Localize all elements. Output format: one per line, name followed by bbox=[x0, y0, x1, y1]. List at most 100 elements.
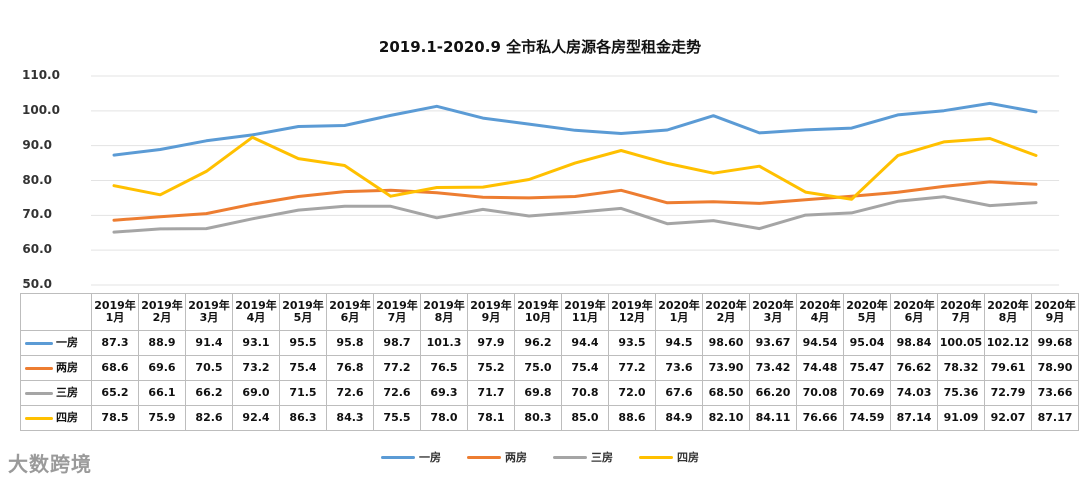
data-value-cell: 73.42 bbox=[749, 355, 797, 381]
data-value-cell: 72.6 bbox=[326, 380, 374, 406]
data-value-cell: 82.6 bbox=[185, 405, 233, 431]
data-value-cell: 73.2 bbox=[232, 355, 280, 381]
legend: 一房 两房 三房 四房 bbox=[0, 449, 1080, 465]
series-name: 三房 bbox=[56, 386, 78, 399]
x-tick-year: 2019年 bbox=[94, 299, 136, 312]
data-value-cell: 78.90 bbox=[1031, 355, 1079, 381]
legend-label: 两房 bbox=[505, 451, 527, 464]
series-label-cell: 三房 bbox=[20, 380, 92, 406]
x-tick-year: 2020年 bbox=[799, 299, 841, 312]
data-value-cell: 99.68 bbox=[1031, 330, 1079, 356]
x-tick-month: 8月 bbox=[434, 311, 454, 324]
series-label-cell: 四房 bbox=[20, 405, 92, 431]
x-category-header: 2020年 3月 bbox=[749, 293, 797, 331]
x-category-header: 2019年 11月 bbox=[561, 293, 609, 331]
x-tick-month: 6月 bbox=[904, 311, 924, 324]
data-value-cell: 75.2 bbox=[467, 355, 515, 381]
data-value-cell: 70.08 bbox=[796, 380, 844, 406]
x-tick-month: 3月 bbox=[199, 311, 219, 324]
data-value-cell: 69.0 bbox=[232, 380, 280, 406]
legend-label: 三房 bbox=[591, 451, 613, 464]
legend-item: 两房 bbox=[467, 449, 527, 465]
data-value-cell: 72.79 bbox=[984, 380, 1032, 406]
data-value-cell: 94.54 bbox=[796, 330, 844, 356]
data-table: 2019年 1月 2019年 2月 2019年 3月 2019年 4月 2019年 5月 2019年… bbox=[20, 293, 1079, 431]
legend-line bbox=[553, 455, 587, 459]
y-tick-label: 100.0 bbox=[22, 102, 60, 117]
x-tick-month: 2月 bbox=[716, 311, 736, 324]
x-category-header: 2020年 2月 bbox=[702, 293, 750, 331]
table-header-row: 2019年 1月 2019年 2月 2019年 3月 2019年 4月 2019年 5月 2019年… bbox=[20, 293, 1079, 331]
data-value-cell: 69.3 bbox=[420, 380, 468, 406]
x-category-header: 2019年 1月 bbox=[91, 293, 139, 331]
legend-line bbox=[467, 455, 501, 459]
line-chart bbox=[91, 75, 1060, 286]
brand-logo: 大数跨境 bbox=[8, 448, 92, 477]
table-row: 两房 68.6 69.6 70.5 73.2 75.4 76.8 77.2 76.5 75.2 75… bbox=[20, 355, 1079, 381]
data-value-cell: 73.6 bbox=[655, 355, 703, 381]
data-value-cell: 78.32 bbox=[937, 355, 985, 381]
y-tick-label: 80.0 bbox=[22, 172, 52, 187]
x-category-header: 2019年 2月 bbox=[138, 293, 186, 331]
x-tick-month: 8月 bbox=[998, 311, 1018, 324]
data-value-cell: 65.2 bbox=[91, 380, 139, 406]
data-value-cell: 73.90 bbox=[702, 355, 750, 381]
table-row: 三房 65.2 66.1 66.2 69.0 71.5 72.6 72.6 69.3 71.7 69… bbox=[20, 380, 1079, 406]
data-value-cell: 85.0 bbox=[561, 405, 609, 431]
y-tick-label: 110.0 bbox=[22, 68, 60, 82]
x-tick-year: 2019年 bbox=[188, 299, 230, 312]
x-tick-month: 7月 bbox=[387, 311, 407, 324]
x-tick-year: 2019年 bbox=[423, 299, 465, 312]
x-category-header: 2020年 9月 bbox=[1031, 293, 1079, 331]
series-label-cell: 一房 bbox=[20, 330, 92, 356]
x-tick-year: 2020年 bbox=[987, 299, 1029, 312]
data-value-cell: 74.59 bbox=[843, 405, 891, 431]
x-tick-month: 2月 bbox=[152, 311, 172, 324]
series-name: 两房 bbox=[56, 361, 78, 374]
brand-name: 大数跨境 bbox=[8, 452, 92, 476]
data-value-cell: 73.66 bbox=[1031, 380, 1079, 406]
data-value-cell: 66.2 bbox=[185, 380, 233, 406]
x-tick-year: 2019年 bbox=[564, 299, 606, 312]
data-value-cell: 88.9 bbox=[138, 330, 186, 356]
data-value-cell: 75.5 bbox=[373, 405, 421, 431]
data-value-cell: 78.1 bbox=[467, 405, 515, 431]
data-value-cell: 71.5 bbox=[279, 380, 327, 406]
x-category-header: 2020年 7月 bbox=[937, 293, 985, 331]
x-category-header: 2019年 6月 bbox=[326, 293, 374, 331]
data-value-cell: 72.6 bbox=[373, 380, 421, 406]
legend-item: 四房 bbox=[639, 449, 699, 465]
data-value-cell: 80.3 bbox=[514, 405, 562, 431]
data-value-cell: 84.3 bbox=[326, 405, 374, 431]
data-value-cell: 96.2 bbox=[514, 330, 562, 356]
series-line-3 bbox=[112, 195, 1038, 234]
series-swatch bbox=[25, 391, 53, 395]
table-corner bbox=[20, 293, 92, 331]
legend-label: 一房 bbox=[419, 451, 441, 464]
legend-item: 三房 bbox=[553, 449, 613, 465]
x-tick-year: 2019年 bbox=[611, 299, 653, 312]
x-tick-year: 2020年 bbox=[1034, 299, 1076, 312]
data-value-cell: 78.0 bbox=[420, 405, 468, 431]
table-row: 四房 78.5 75.9 82.6 92.4 86.3 84.3 75.5 78.0 78.1 80… bbox=[20, 405, 1079, 431]
data-value-cell: 71.7 bbox=[467, 380, 515, 406]
x-tick-month: 6月 bbox=[340, 311, 360, 324]
x-category-header: 2019年 7月 bbox=[373, 293, 421, 331]
data-value-cell: 86.3 bbox=[279, 405, 327, 431]
data-value-cell: 75.9 bbox=[138, 405, 186, 431]
x-category-header: 2019年 3月 bbox=[185, 293, 233, 331]
x-tick-month: 4月 bbox=[246, 311, 266, 324]
data-value-cell: 93.5 bbox=[608, 330, 656, 356]
x-tick-year: 2019年 bbox=[329, 299, 371, 312]
data-value-cell: 87.14 bbox=[890, 405, 938, 431]
x-tick-year: 2019年 bbox=[470, 299, 512, 312]
data-value-cell: 87.17 bbox=[1031, 405, 1079, 431]
series-swatch bbox=[25, 416, 53, 420]
data-value-cell: 70.5 bbox=[185, 355, 233, 381]
x-category-header: 2020年 4月 bbox=[796, 293, 844, 331]
legend-line bbox=[639, 455, 673, 459]
legend-line bbox=[381, 455, 415, 459]
x-tick-month: 1月 bbox=[105, 311, 125, 324]
series-swatch bbox=[25, 366, 53, 370]
series-label-cell: 两房 bbox=[20, 355, 92, 381]
